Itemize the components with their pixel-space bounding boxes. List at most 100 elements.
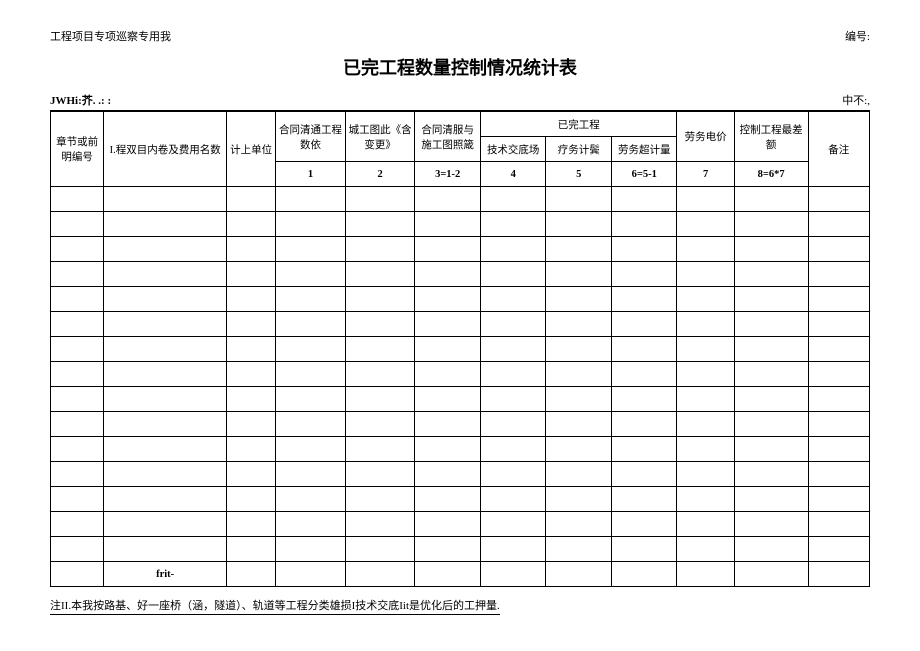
col-ctrl-diff: 控制工程最差额 <box>734 112 808 162</box>
header-left: 工程项目专项巡察专用我 <box>50 28 171 44</box>
table-cell <box>276 212 346 237</box>
table-cell <box>734 462 808 487</box>
table-cell <box>734 487 808 512</box>
table-cell <box>734 562 808 587</box>
table-cell <box>677 187 734 212</box>
table-cell <box>480 512 546 537</box>
table-cell <box>808 337 869 362</box>
table-cell <box>51 462 104 487</box>
table-cell <box>611 387 677 412</box>
table-cell <box>808 537 869 562</box>
table-cell <box>227 562 276 587</box>
table-cell <box>415 512 481 537</box>
col-contract-qty: 合同清通工程数依 <box>276 112 346 162</box>
table-cell <box>808 487 869 512</box>
table-cell <box>104 487 227 512</box>
table-cell <box>480 237 546 262</box>
doc-header: 工程项目专项巡察专用我 编号: <box>50 28 870 44</box>
table-cell <box>677 212 734 237</box>
col-tech: 技术交底场 <box>480 137 546 162</box>
table-cell <box>480 412 546 437</box>
table-cell <box>546 387 612 412</box>
table-cell <box>51 212 104 237</box>
table-cell <box>480 187 546 212</box>
table-cell <box>227 512 276 537</box>
table-cell <box>51 237 104 262</box>
table-cell <box>546 437 612 462</box>
table-cell <box>51 512 104 537</box>
main-table: 章节或前明编号 I.程双目内卷及费用名数 计上单位 合同清通工程数依 城工图此《… <box>50 111 870 587</box>
table-cell <box>104 537 227 562</box>
table-cell <box>480 262 546 287</box>
table-head: 章节或前明编号 I.程双目内卷及费用名数 计上单位 合同清通工程数依 城工图此《… <box>51 112 870 187</box>
table-cell <box>677 337 734 362</box>
table-cell <box>415 437 481 462</box>
table-cell <box>677 412 734 437</box>
table-cell <box>480 487 546 512</box>
table-cell <box>415 412 481 437</box>
table-cell <box>546 362 612 387</box>
table-cell <box>104 412 227 437</box>
table-cell <box>227 212 276 237</box>
table-cell <box>415 362 481 387</box>
table-cell <box>104 362 227 387</box>
table-cell <box>611 337 677 362</box>
col-item-name: I.程双目内卷及费用名数 <box>104 112 227 187</box>
table-cell <box>276 187 346 212</box>
table-cell <box>546 462 612 487</box>
table-cell <box>227 537 276 562</box>
table-cell <box>415 287 481 312</box>
col-num-4: 4 <box>480 162 546 187</box>
col-group-done: 已完工程 <box>480 112 677 137</box>
table-cell <box>611 412 677 437</box>
table-cell <box>611 212 677 237</box>
table-cell <box>104 512 227 537</box>
table-cell <box>734 537 808 562</box>
table-cell <box>276 562 346 587</box>
table-cell <box>227 487 276 512</box>
table-cell <box>345 237 415 262</box>
table-cell <box>276 487 346 512</box>
table-cell <box>51 312 104 337</box>
col-drawing-qty: 城工图此《含变更》 <box>345 112 415 162</box>
table-cell <box>415 187 481 212</box>
col-num-1: 1 <box>276 162 346 187</box>
table-cell <box>611 437 677 462</box>
table-row <box>51 462 870 487</box>
table-cell <box>734 312 808 337</box>
table-cell <box>611 537 677 562</box>
table-cell <box>345 262 415 287</box>
table-cell <box>734 362 808 387</box>
table-cell <box>345 437 415 462</box>
table-cell <box>345 387 415 412</box>
table-cell <box>415 262 481 287</box>
table-cell <box>734 337 808 362</box>
table-cell <box>546 262 612 287</box>
table-cell <box>677 262 734 287</box>
table-cell <box>546 512 612 537</box>
table-cell <box>734 212 808 237</box>
table-cell <box>677 512 734 537</box>
table-cell <box>104 287 227 312</box>
table-cell <box>546 287 612 312</box>
table-cell <box>415 462 481 487</box>
col-num-2: 2 <box>345 162 415 187</box>
table-cell <box>345 562 415 587</box>
table-row <box>51 312 870 337</box>
table-cell <box>677 362 734 387</box>
table-cell <box>345 187 415 212</box>
col-labor-price: 劳务电价 <box>677 112 734 162</box>
table-cell <box>546 562 612 587</box>
table-cell <box>104 387 227 412</box>
table-cell <box>808 212 869 237</box>
table-cell <box>546 537 612 562</box>
table-row <box>51 512 870 537</box>
table-cell <box>611 512 677 537</box>
table-cell <box>734 387 808 412</box>
table-cell <box>345 212 415 237</box>
table-cell <box>276 337 346 362</box>
table-cell <box>677 312 734 337</box>
table-cell <box>276 462 346 487</box>
table-cell <box>276 362 346 387</box>
table-cell <box>415 537 481 562</box>
